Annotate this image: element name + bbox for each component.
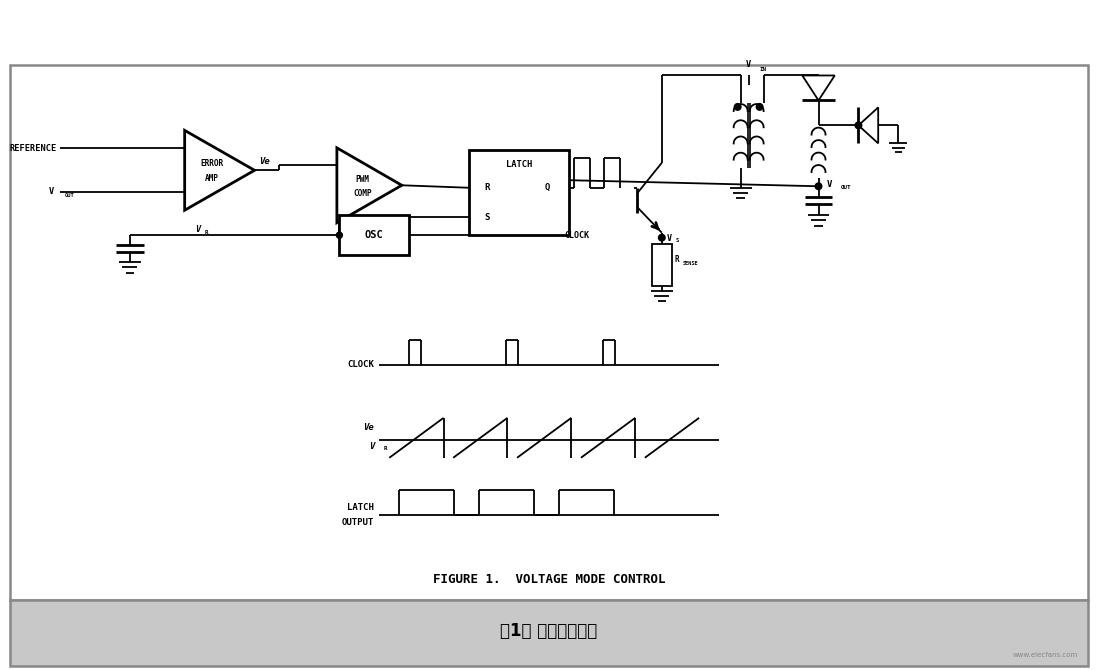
Text: S: S: [675, 238, 679, 243]
Text: COMP: COMP: [354, 189, 371, 198]
Text: Ve: Ve: [259, 157, 270, 166]
Text: V: V: [194, 225, 200, 234]
Polygon shape: [803, 76, 834, 100]
Text: LATCH: LATCH: [347, 503, 374, 512]
Text: Q: Q: [545, 184, 550, 192]
Text: IN: IN: [760, 68, 766, 72]
Text: AMP: AMP: [204, 174, 219, 183]
Text: CLOCK: CLOCK: [347, 360, 374, 369]
Text: S: S: [484, 212, 490, 222]
Text: www.elecfans.com: www.elecfans.com: [1012, 653, 1078, 659]
Text: SENSE: SENSE: [683, 261, 698, 266]
Text: FIGURE 1.  VOLTAGE MODE CONTROL: FIGURE 1. VOLTAGE MODE CONTROL: [433, 573, 665, 586]
Circle shape: [815, 183, 821, 190]
Text: LATCH: LATCH: [506, 160, 533, 169]
Text: V: V: [746, 60, 751, 70]
Bar: [469, 150, 569, 235]
Text: R: R: [675, 255, 680, 264]
Text: Ve: Ve: [363, 423, 374, 432]
Text: OSC: OSC: [365, 230, 383, 240]
Text: OUT: OUT: [65, 193, 75, 198]
Circle shape: [336, 232, 343, 238]
Bar: [10, 600, 1088, 667]
Bar: [10, 600, 1088, 667]
Bar: [10, 66, 1088, 600]
Text: CLOCK: CLOCK: [564, 230, 589, 240]
Circle shape: [757, 104, 763, 110]
Text: R: R: [204, 230, 209, 235]
Polygon shape: [859, 107, 878, 143]
Bar: [339, 215, 410, 255]
Polygon shape: [184, 131, 255, 210]
Text: V: V: [827, 180, 832, 189]
Circle shape: [659, 234, 665, 241]
Text: 图1： 电压模式控制: 图1： 电压模式控制: [501, 622, 597, 641]
Circle shape: [855, 122, 862, 129]
Polygon shape: [337, 148, 402, 222]
Text: OUTPUT: OUTPUT: [343, 518, 374, 527]
Text: V: V: [369, 442, 374, 452]
Circle shape: [735, 104, 741, 110]
Text: R: R: [484, 184, 490, 192]
Text: OUT: OUT: [840, 185, 851, 190]
Text: V: V: [666, 234, 672, 243]
Text: REFERENCE: REFERENCE: [10, 144, 57, 153]
Text: R: R: [383, 446, 386, 452]
Text: ERROR: ERROR: [200, 159, 223, 168]
Text: V: V: [48, 187, 54, 196]
Bar: [652, 244, 672, 285]
Text: PWM: PWM: [356, 175, 369, 184]
